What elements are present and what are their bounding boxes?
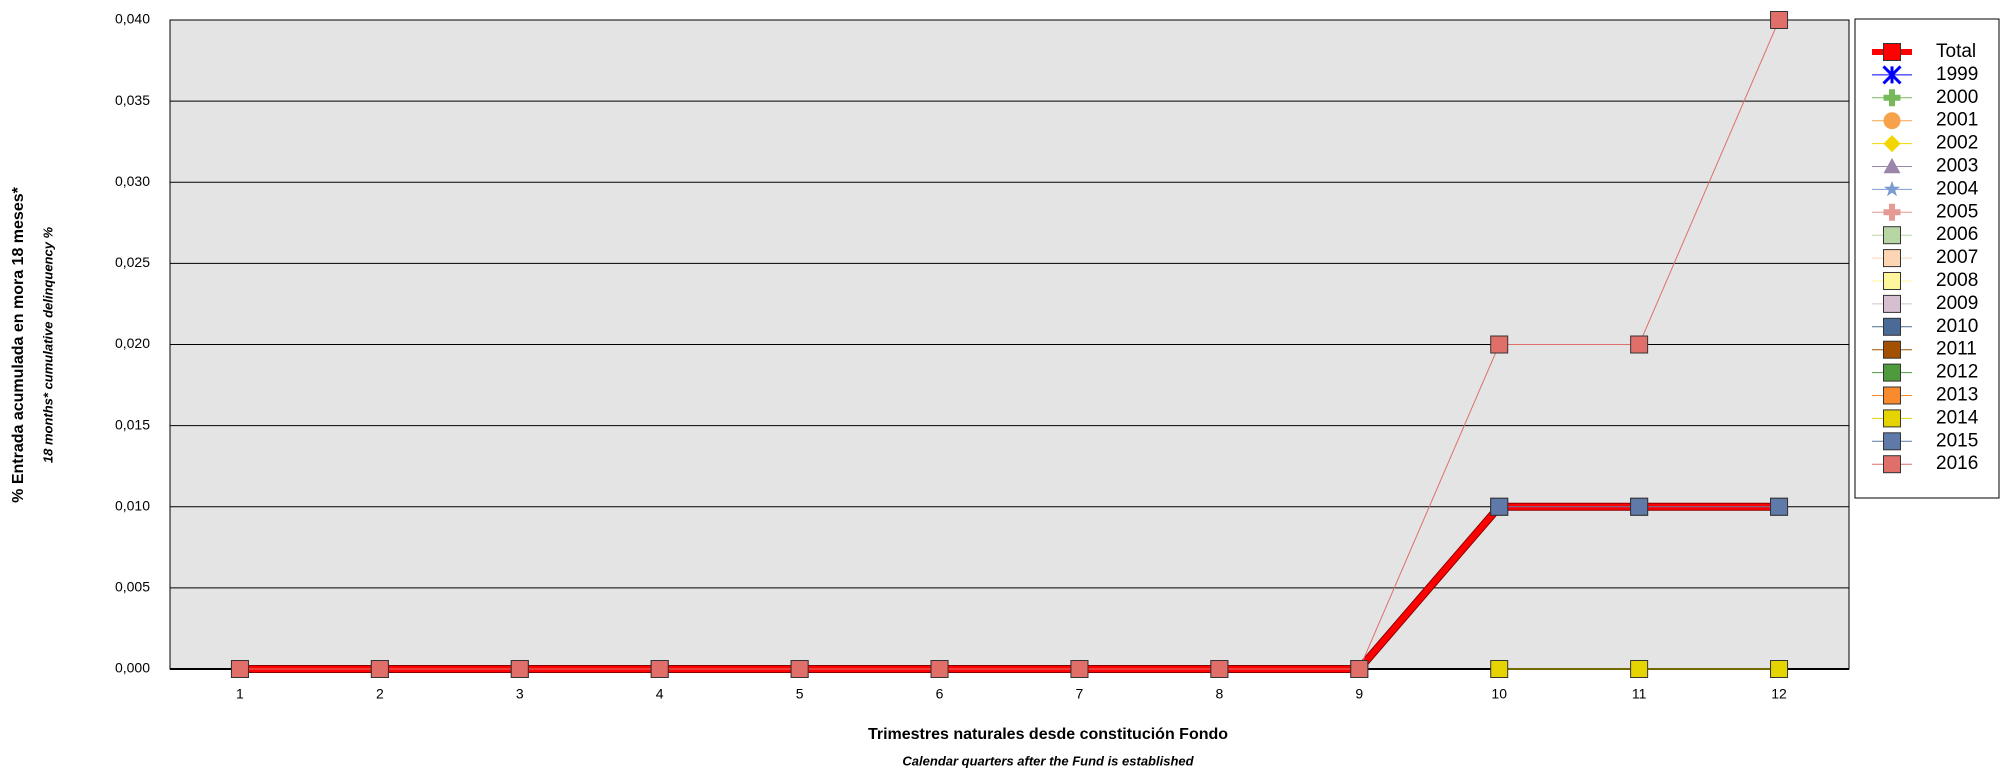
legend-label: 2000 (1936, 87, 1978, 108)
legend-label: 2006 (1936, 224, 1978, 245)
data-point (1210, 660, 1229, 678)
legend-label: 2010 (1936, 316, 1978, 337)
data-point (1350, 660, 1369, 678)
legend-marker (1883, 386, 1901, 405)
legend-label: 2005 (1936, 201, 1978, 222)
legend-marker (1883, 294, 1901, 313)
legend-label: 2002 (1936, 133, 1978, 154)
data-point (370, 660, 389, 678)
y-tick-label: 0,020 (115, 335, 150, 351)
legend-marker (1883, 89, 1901, 107)
data-point (650, 660, 669, 678)
data-point (1630, 660, 1649, 678)
legend-marker (1883, 226, 1901, 245)
data-point (1770, 497, 1789, 516)
data-point (930, 660, 949, 678)
y-tick-label: 0,030 (115, 173, 150, 189)
x-tick-label: 9 (1355, 686, 1363, 702)
x-tick-label: 11 (1632, 686, 1647, 702)
legend-marker (1883, 340, 1901, 359)
legend-label: 2011 (1936, 339, 1977, 360)
legend-label: 2014 (1936, 407, 1979, 428)
legend-marker (1883, 455, 1901, 474)
legend-label: 2001 (1936, 110, 1978, 131)
y-tick-label: 0,040 (115, 11, 150, 27)
legend-label: 2013 (1936, 385, 1978, 406)
legend-label: 2008 (1936, 270, 1978, 291)
legend-label: 2009 (1936, 293, 1978, 314)
x-axis-title: Trimestres naturales desde constitución … (868, 726, 1228, 743)
data-point (510, 660, 529, 678)
y-tick-label: 0,005 (115, 579, 150, 595)
x-tick-label: 1 (236, 686, 244, 702)
legend-marker (1883, 317, 1901, 336)
legend-marker (1883, 363, 1901, 382)
legend-label: 2003 (1936, 156, 1978, 177)
x-tick-label: 6 (936, 686, 944, 702)
legend-label: 2004 (1936, 178, 1979, 199)
legend-marker (1883, 112, 1901, 130)
x-tick-label: 8 (1215, 686, 1223, 702)
legend-label: 2015 (1936, 430, 1978, 451)
y-tick-label: 0,010 (115, 497, 150, 513)
data-point (1630, 497, 1649, 516)
legend-marker (1883, 180, 1901, 197)
series-line (239, 19, 1780, 670)
legend-label: 2016 (1936, 453, 1978, 474)
x-tick-label: 5 (796, 686, 804, 702)
legend-label: Total (1936, 41, 1976, 62)
y-axis-subtitle: 18 months* cumulative delinquency % (40, 226, 55, 463)
data-point (1630, 335, 1649, 354)
legend-label: 2007 (1936, 247, 1978, 268)
y-tick-label: 0,035 (115, 92, 150, 108)
x-tick-label: 4 (656, 686, 664, 702)
legend-marker (1883, 272, 1901, 290)
legend-marker (1883, 203, 1901, 221)
x-tick-label: 7 (1076, 686, 1084, 702)
data-point (1770, 11, 1789, 29)
x-tick-label: 2 (376, 686, 384, 702)
legend-marker (1882, 65, 1902, 85)
data-point (790, 660, 809, 678)
legend-marker (1883, 249, 1901, 268)
legend-marker (1883, 43, 1901, 61)
x-axis-subtitle: Calendar quarters after the Fund is esta… (902, 753, 1194, 768)
data-point (230, 660, 249, 678)
y-tick-label: 0,025 (115, 254, 150, 270)
legend-label: 2012 (1936, 362, 1978, 383)
legend-marker (1883, 158, 1901, 174)
legend-marker (1883, 432, 1901, 451)
legend-label: 1999 (1936, 64, 1978, 85)
y-axis-title: % Entrada acumulada en mora 18 meses* (10, 186, 27, 502)
legend-marker (1883, 409, 1901, 428)
x-tick-label: 3 (516, 686, 524, 702)
data-point (1490, 497, 1509, 516)
y-tick-label: 0,015 (115, 416, 150, 432)
data-point (1490, 660, 1509, 678)
data-point (1490, 335, 1509, 354)
legend-marker (1883, 135, 1901, 153)
x-tick-label: 12 (1771, 686, 1787, 702)
y-tick-label: 0,000 (115, 660, 150, 676)
data-point (1070, 660, 1089, 678)
data-point (1770, 660, 1789, 678)
x-tick-label: 10 (1491, 686, 1507, 702)
